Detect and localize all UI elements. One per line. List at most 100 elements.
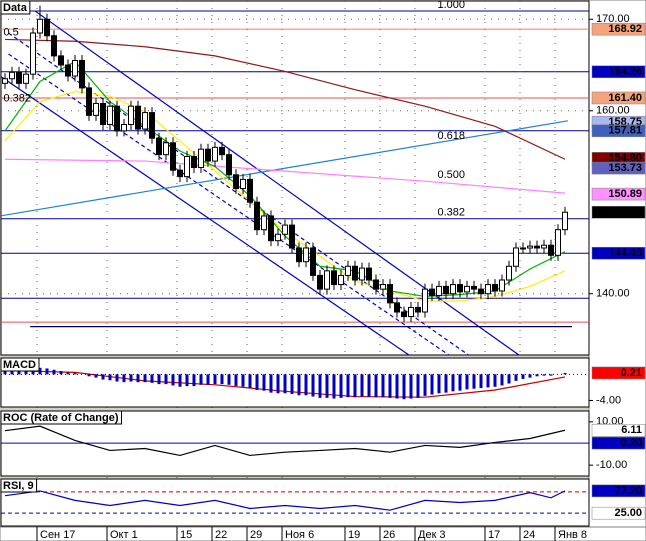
candle-body (387, 284, 393, 304)
histogram-bar (150, 374, 154, 383)
histogram-bar (388, 374, 392, 398)
candle-body (429, 288, 435, 297)
histogram-bar (325, 374, 329, 398)
indicator-line (4, 425, 566, 457)
histogram-bar (430, 374, 434, 395)
indicator-line (4, 38, 566, 160)
candle-body (289, 224, 295, 249)
candle-body (247, 178, 253, 203)
histogram-bar (402, 374, 406, 400)
candle-body (23, 73, 29, 84)
histogram-bar (108, 374, 112, 381)
histogram-bar (3, 371, 7, 375)
y-tick-label: 140.00 (596, 288, 630, 300)
histogram-bar (507, 374, 511, 384)
histogram-bar (423, 374, 427, 396)
histogram-bar (458, 374, 462, 391)
histogram-bar (521, 374, 525, 379)
price-tag (591, 91, 646, 105)
histogram-bar (129, 374, 133, 382)
y-tick-label: 170.00 (596, 13, 630, 25)
candle-body (226, 154, 232, 176)
histogram-bar (311, 374, 315, 397)
price-tag (591, 161, 646, 175)
candle-body (471, 285, 477, 290)
candle-body (338, 274, 344, 286)
histogram-bar (24, 370, 28, 375)
candle-body (534, 245, 540, 249)
plot-area (1, 425, 589, 457)
candle-body (212, 146, 218, 162)
histogram-bar (220, 374, 224, 385)
histogram-bar (346, 374, 350, 398)
x-tick-label: Окт 1 (110, 529, 138, 541)
histogram-bar (171, 374, 175, 386)
price-tag-label: 153.73 (608, 162, 642, 174)
candle-body (527, 245, 533, 249)
indicator-line (4, 158, 566, 194)
candle-body (282, 224, 288, 235)
histogram-bar (143, 374, 147, 383)
plot-area (1, 367, 589, 400)
plot-area (1, 5, 589, 355)
histogram-bar (290, 374, 294, 394)
panel (0, 357, 590, 408)
candle-body (443, 285, 449, 295)
x-tick-label: 22 (215, 529, 227, 541)
candle-body (191, 156, 197, 168)
price-tag-label: 144.43 (608, 247, 642, 259)
histogram-bar (367, 374, 371, 397)
histogram-bar (549, 374, 553, 376)
histogram-bar (45, 368, 49, 375)
histogram-bar (416, 374, 420, 398)
histogram-bar (360, 374, 364, 397)
histogram-bar (206, 374, 210, 385)
candle-body (219, 146, 225, 156)
candle-body (44, 18, 50, 37)
candle-body (492, 284, 498, 292)
y-tick-label: 160.00 (596, 105, 630, 117)
price-tag (591, 506, 646, 520)
histogram-bar (10, 370, 14, 375)
candle-body (86, 87, 92, 116)
price-tag-label: 77.20 (614, 485, 642, 497)
trend-line (1, 120, 568, 217)
panel-title-box (0, 0, 31, 15)
price-tag (591, 187, 646, 201)
candle-body (359, 267, 365, 281)
histogram-bar (255, 374, 259, 391)
price-tag-label: 25.00 (614, 507, 642, 519)
panel-title: RSI, 9 (3, 480, 34, 492)
candle-body (240, 178, 246, 190)
candle-body (541, 244, 547, 249)
histogram-bar (101, 374, 105, 380)
candle-body (37, 18, 43, 34)
price-tag (591, 22, 646, 36)
candle-body (352, 265, 358, 281)
price-tag (591, 436, 646, 450)
candle-body (485, 284, 491, 295)
histogram-bar (283, 374, 287, 394)
panel (0, 478, 590, 527)
histogram-bar (528, 374, 532, 378)
trend-line (8, 53, 450, 355)
candle-body (478, 288, 484, 295)
price-tag-label: 164.26 (608, 66, 642, 78)
histogram-bar (269, 374, 273, 393)
fib-label: 0.382 (4, 92, 32, 104)
panel-title-box (0, 357, 40, 372)
histogram-bar (500, 374, 504, 386)
histogram-bar (66, 372, 70, 375)
price-tag-label: 0.20 (621, 437, 642, 449)
price-tag (591, 366, 646, 380)
candle-body (345, 265, 351, 276)
histogram-bar (465, 374, 469, 390)
histogram-bar (304, 374, 308, 396)
candle-body (233, 174, 239, 190)
candle-body (16, 71, 22, 84)
candle-body (422, 288, 428, 313)
histogram-bar (38, 367, 42, 375)
histogram-bar (199, 374, 203, 385)
histogram-bar (409, 374, 413, 399)
